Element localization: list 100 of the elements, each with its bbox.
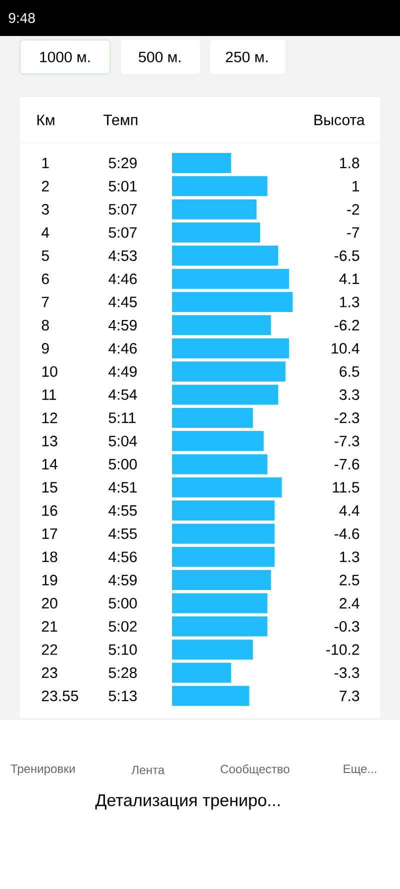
text: Еще... (344, 764, 376, 776)
y-tick-label: 18 (42, 552, 58, 562)
text: -4.6 (334, 528, 360, 540)
y-tick-label: 8 (42, 320, 49, 330)
y-tick-label: 3 (42, 204, 49, 215)
text: 500 м. (138, 52, 180, 62)
text: -6.2 (334, 320, 360, 330)
text: Сообщество (220, 764, 290, 776)
text: 11.5 (332, 482, 360, 493)
bar (172, 315, 271, 336)
text: 3.3 (340, 389, 360, 400)
y-tick-label: 14 (42, 459, 58, 470)
text: 10.4 (332, 343, 360, 354)
text: 6.5 (340, 366, 360, 377)
bar (172, 268, 290, 289)
text: -6.5 (334, 250, 360, 261)
text: 5:13 (108, 690, 137, 702)
y-tick-label: 21 (42, 621, 58, 632)
text: Темп (104, 114, 138, 126)
text: 1.3 (340, 552, 360, 562)
bar (172, 431, 264, 452)
text: 1.3 (340, 296, 360, 308)
text: 4.1 (339, 274, 360, 284)
y-tick-label: 17 (42, 528, 58, 539)
y-tick-label: 9 (42, 343, 49, 354)
y-tick-label: 19 (42, 574, 58, 586)
text: -2.3 (334, 412, 360, 424)
bar (172, 500, 275, 521)
text: -2 (347, 204, 360, 215)
text: 5:29 (108, 158, 137, 168)
bar (172, 199, 256, 220)
bar (172, 176, 268, 196)
y-tick-label: 10 (42, 366, 58, 377)
y-tick-label: 7 (42, 296, 49, 308)
text: 1000 м. (40, 52, 90, 62)
bar (172, 246, 278, 266)
text: Лента (132, 766, 165, 774)
bar (172, 292, 293, 312)
bar (172, 408, 253, 428)
y-tick-label: 1 (42, 158, 49, 168)
y-tick-label: 16 (42, 505, 58, 516)
text: 4:54 (108, 389, 137, 400)
text: -7.6 (334, 458, 360, 470)
text: 1 (352, 181, 360, 192)
text: 4:56 (108, 552, 137, 562)
y-tick-label: 13 (42, 436, 58, 446)
text: -0.3 (334, 621, 360, 632)
text: 5:00 (108, 458, 137, 470)
y-tick-label: 23.55 (42, 690, 78, 702)
text: -10.2 (326, 644, 360, 655)
text: 4:55 (108, 528, 137, 539)
y-tick-label: 20 (42, 598, 58, 609)
text: 7.3 (340, 690, 360, 702)
text: 4:53 (108, 250, 137, 261)
y-tick-label: 6 (42, 274, 49, 284)
bar (172, 524, 275, 544)
text: 5:10 (108, 644, 137, 655)
text: 4:46 (108, 274, 137, 284)
text: 4:55 (108, 505, 137, 516)
text: Тренировки (10, 764, 75, 776)
bar (172, 338, 290, 358)
text: 9:48 (8, 13, 35, 23)
text: -7.3 (334, 436, 360, 446)
y-tick-label: 22 (42, 644, 58, 655)
text: 4:59 (108, 574, 137, 586)
bar (172, 640, 253, 660)
y-tick-label: 5 (42, 250, 49, 261)
bar (172, 593, 268, 614)
text: Детализация трениро... (95, 794, 280, 810)
text: Км (37, 114, 54, 126)
text: 5:11 (108, 412, 136, 424)
y-tick-label: 2 (42, 180, 49, 192)
bar (172, 454, 268, 474)
text: 250 м. (226, 52, 268, 62)
y-tick-label: 12 (42, 412, 58, 424)
y-tick-label: 15 (42, 482, 58, 493)
text: 4:46 (108, 343, 137, 354)
text: 4:45 (108, 296, 137, 308)
y-tick-label: 4 (42, 227, 50, 238)
text: Высота (314, 114, 365, 126)
bar (172, 384, 278, 405)
bar (172, 152, 232, 173)
bar (172, 662, 232, 683)
bar (172, 570, 271, 590)
bar (172, 477, 282, 498)
text: 4:49 (108, 366, 137, 377)
text: -7 (347, 227, 360, 238)
text: 2.5 (340, 574, 360, 586)
text: 4.4 (339, 505, 360, 516)
y-tick-label: 11 (42, 390, 56, 400)
text: 5:04 (108, 436, 137, 446)
bar (172, 616, 268, 636)
text: 5:00 (108, 598, 137, 609)
text: 5:01 (108, 180, 137, 192)
bar (172, 546, 275, 567)
text: 5:07 (108, 204, 137, 215)
text: 2.4 (340, 598, 360, 608)
text: 5:28 (108, 667, 137, 678)
text: 5:02 (108, 621, 137, 632)
text: 5:07 (108, 227, 137, 238)
